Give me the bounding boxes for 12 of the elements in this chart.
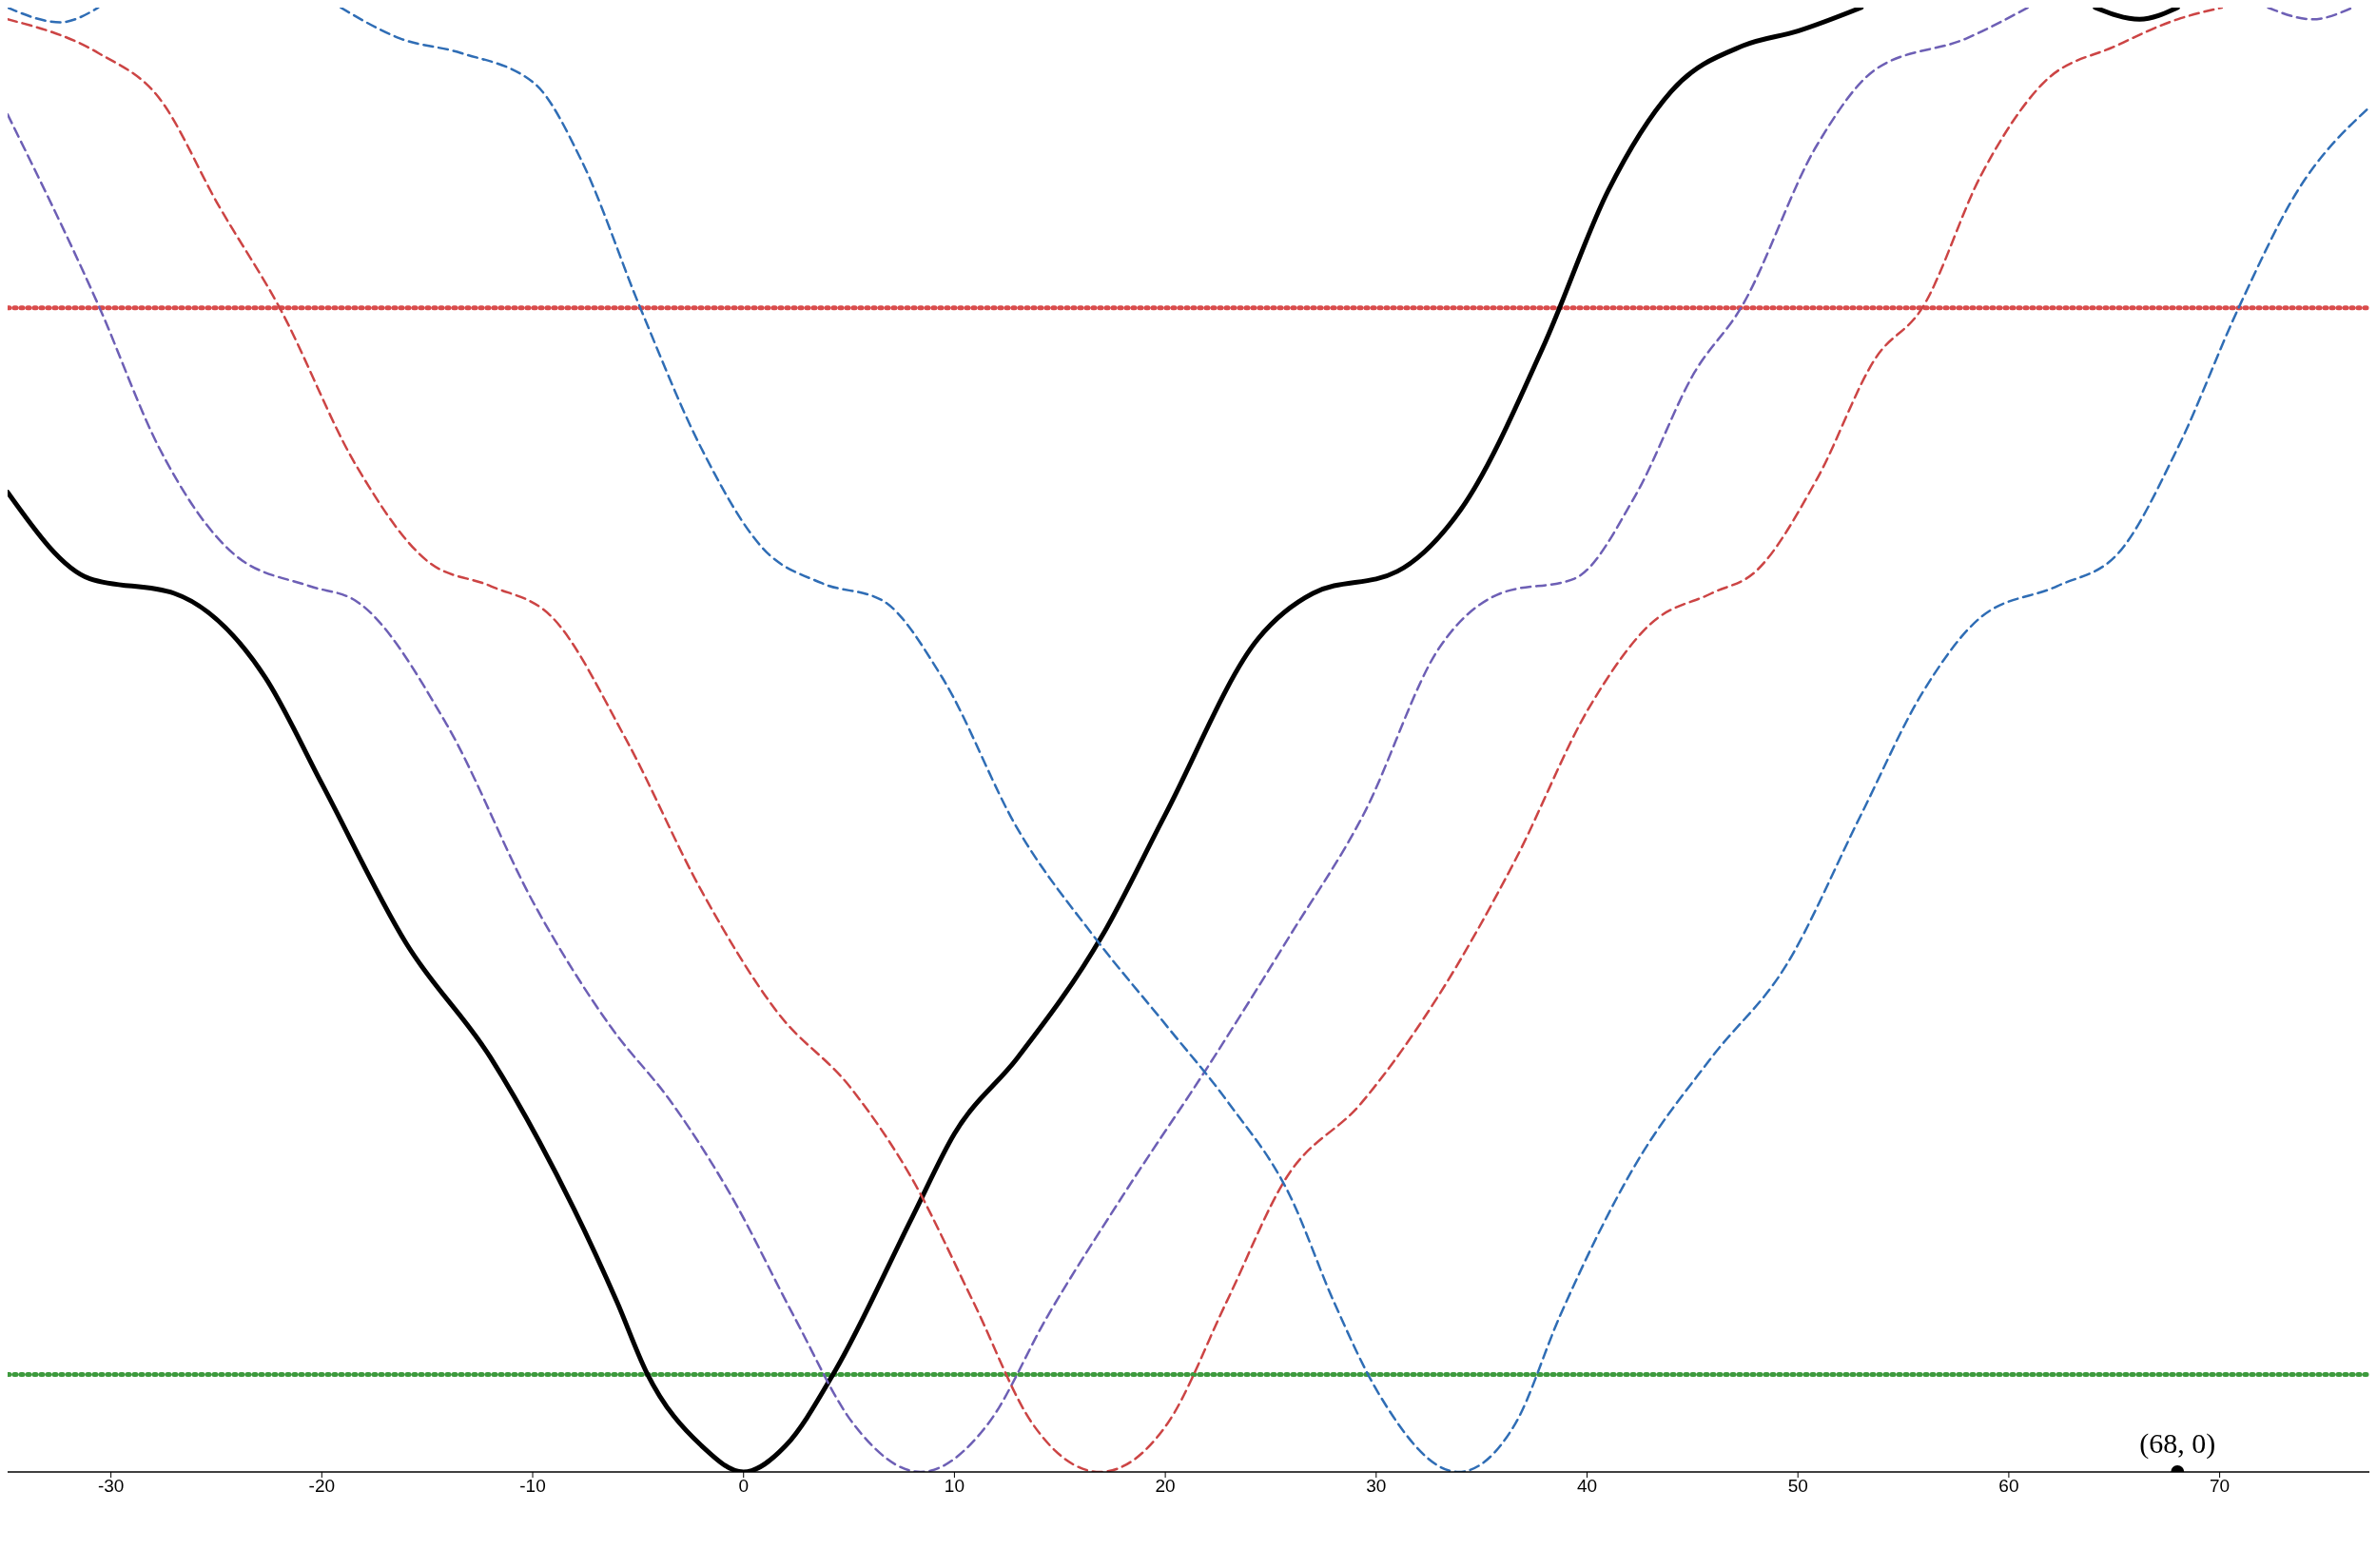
- x-tick-label: 50: [1787, 1476, 1808, 1497]
- x-tick-label: -10: [519, 1476, 546, 1497]
- x-tick-label: -20: [308, 1476, 336, 1497]
- annotation: (68, 0): [2139, 1427, 2216, 1460]
- x-tick-label: 30: [1366, 1476, 1387, 1497]
- x-tick-label: 70: [2210, 1476, 2231, 1497]
- x-tick-label: -30: [97, 1476, 125, 1497]
- x-tick-label: 10: [944, 1476, 964, 1497]
- x-tick-label: 20: [1155, 1476, 1176, 1497]
- x-tick-label: 60: [1998, 1476, 2019, 1497]
- x-tick-label: 0: [738, 1476, 750, 1497]
- x-tick-label: 40: [1576, 1476, 1598, 1497]
